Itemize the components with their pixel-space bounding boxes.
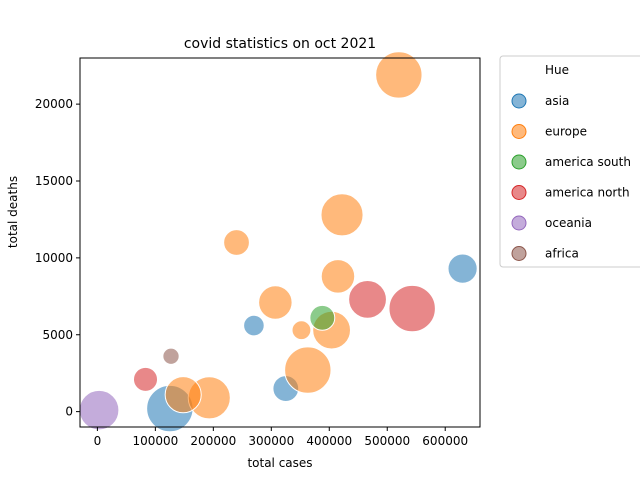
x-tick-label: 0 xyxy=(94,434,102,448)
chart-title: covid statistics on oct 2021 xyxy=(184,36,376,52)
x-axis-ticks: 0 100000 200000 300000 400000 500000 600000 xyxy=(94,427,468,448)
legend-label-europe: europe xyxy=(545,125,587,139)
x-tick-label: 300000 xyxy=(248,434,294,448)
points-layer xyxy=(78,51,478,433)
x-tick-label: 200000 xyxy=(190,434,236,448)
data-point-europe-2 xyxy=(223,229,250,256)
legend-box xyxy=(499,55,640,268)
x-tick-label: 100000 xyxy=(132,434,178,448)
legend-label-america-south: america south xyxy=(545,155,631,169)
legend-entries: asia europe america south america north ocea… xyxy=(511,93,631,261)
data-point-europe-7 xyxy=(284,346,332,394)
data-point-america-north-2 xyxy=(132,366,159,392)
legend-marker-africa xyxy=(511,246,527,261)
legend-label-asia: asia xyxy=(545,94,569,108)
data-point-europe-3 xyxy=(320,259,356,294)
x-tick-label: 600000 xyxy=(422,434,468,448)
legend: Hue asia europe america south america north… xyxy=(499,55,640,268)
legend-marker-oceania xyxy=(511,215,527,231)
data-point-europe-4 xyxy=(258,285,293,320)
legend-marker-america-north xyxy=(511,185,527,200)
legend-title: Hue xyxy=(545,63,569,77)
legend-label-america-north: america north xyxy=(545,186,630,200)
data-point-europe-5 xyxy=(291,320,312,341)
x-tick-label: 400000 xyxy=(306,434,352,448)
legend-label-oceania: oceania xyxy=(545,216,592,230)
y-tick-label: 10000 xyxy=(35,251,73,265)
data-point-europe-1 xyxy=(320,193,364,237)
y-axis-label: total deaths xyxy=(6,176,20,248)
legend-marker-asia xyxy=(511,93,527,109)
y-tick-label: 15000 xyxy=(35,174,73,188)
legend-marker-europe xyxy=(511,124,527,139)
legend-label-africa: africa xyxy=(545,247,579,261)
data-point-europe-0 xyxy=(375,51,423,99)
data-point-europe-9 xyxy=(164,376,202,414)
data-point-oceania-0 xyxy=(78,389,120,431)
data-point-asia-0 xyxy=(447,253,478,284)
data-point-africa-0 xyxy=(162,347,180,365)
data-point-america-north-0 xyxy=(348,279,387,319)
data-point-asia-1 xyxy=(243,314,265,337)
x-axis-label: total cases xyxy=(247,456,312,470)
x-tick-label: 500000 xyxy=(364,434,410,448)
legend-marker-america-south xyxy=(511,154,527,170)
y-tick-label: 5000 xyxy=(42,328,73,342)
data-point-america-south-0 xyxy=(309,304,336,331)
y-tick-label: 0 xyxy=(65,405,73,419)
y-tick-label: 20000 xyxy=(35,97,73,111)
data-point-america-north-1 xyxy=(388,284,436,333)
plot-frame xyxy=(79,57,481,428)
y-axis-ticks: 0 5000 10000 15000 20000 xyxy=(35,97,80,419)
